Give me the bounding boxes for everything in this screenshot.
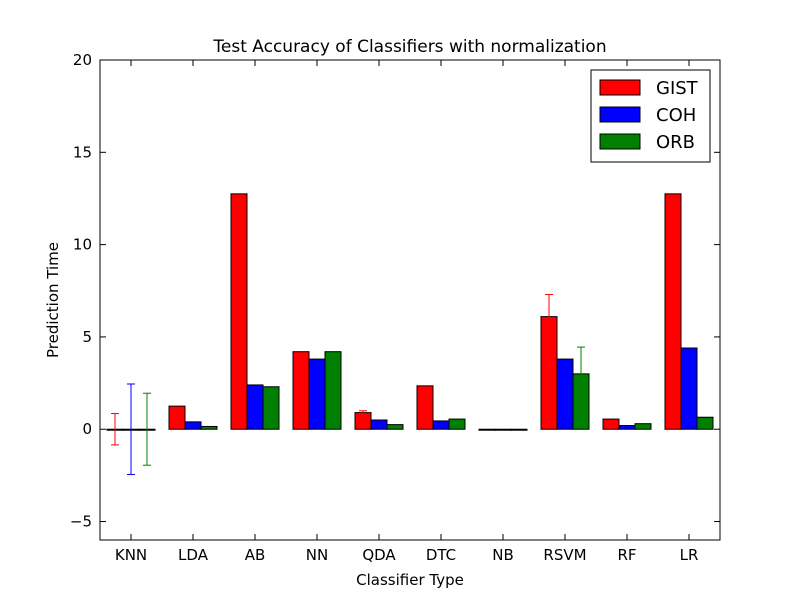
bar-orb-nn [324,351,342,430]
y-tick-label: 15 [73,143,92,161]
x-tick-label: RSVM [543,546,586,564]
x-tick-label: NN [306,546,328,564]
bar-coh-rsvm [556,358,574,430]
bar-orb-lr [696,416,714,430]
y-tick-label: 5 [82,328,92,346]
bar-coh-dtc [432,420,450,430]
legend-label-gist: GIST [656,78,699,99]
bar-coh-rf [618,425,636,430]
bar-coh-nn [308,358,326,430]
bar-gist-nb [478,428,496,431]
bar-gist-dtc [416,385,434,430]
bar-coh-nb [494,428,512,431]
legend-label-orb: ORB [656,132,695,153]
x-tick-label: KNN [115,546,147,564]
legend-swatch-coh [599,106,641,123]
x-tick-label: QDA [362,546,396,564]
bar-orb-lda [200,425,218,430]
x-tick-label: LDA [178,546,209,564]
bar-coh-ab [246,384,264,430]
bar-orb-dtc [448,418,466,430]
bar-gist-qda [354,412,372,430]
legend-label-coh: COH [656,105,696,126]
bar-orb-qda [386,424,404,430]
x-axis-label: Classifier Type [356,571,464,589]
y-tick-label: 0 [82,420,92,438]
legend-swatch-gist [599,79,641,96]
chart-title: Test Accuracy of Classifiers with normal… [212,37,606,57]
axes-frame [99,59,721,541]
bar-coh-lr [680,347,698,430]
bar-orb-rf [634,423,652,430]
bar-gist-rf [602,418,620,430]
bar-gist-lda [168,405,186,430]
bar-coh-qda [370,419,388,430]
plot-area: −5 0 5 10 15 20 KNN LDA AB NN QDA DTC NB RSVM RF LR [70,51,721,564]
y-tick-label: −5 [70,513,92,531]
legend: GIST COH ORB [590,69,711,163]
x-tick-label: DTC [426,546,456,564]
x-tick-label: RF [617,546,636,564]
x-tick-label: LR [680,546,699,564]
bar-gist-lr [664,193,682,430]
legend-swatch-orb [599,133,641,150]
bar-orb-nb [510,428,528,431]
y-tick-label: 10 [73,236,92,254]
y-tick-label: 20 [73,51,92,69]
y-axis-label: Prediction Time [44,242,62,358]
x-tick-label: NB [492,546,514,564]
bar-orb-ab [262,386,280,430]
bar-coh-lda [184,421,202,430]
bar-gist-nn [292,351,310,430]
bar-gist-ab [230,193,248,430]
x-tick-label: AB [245,546,266,564]
